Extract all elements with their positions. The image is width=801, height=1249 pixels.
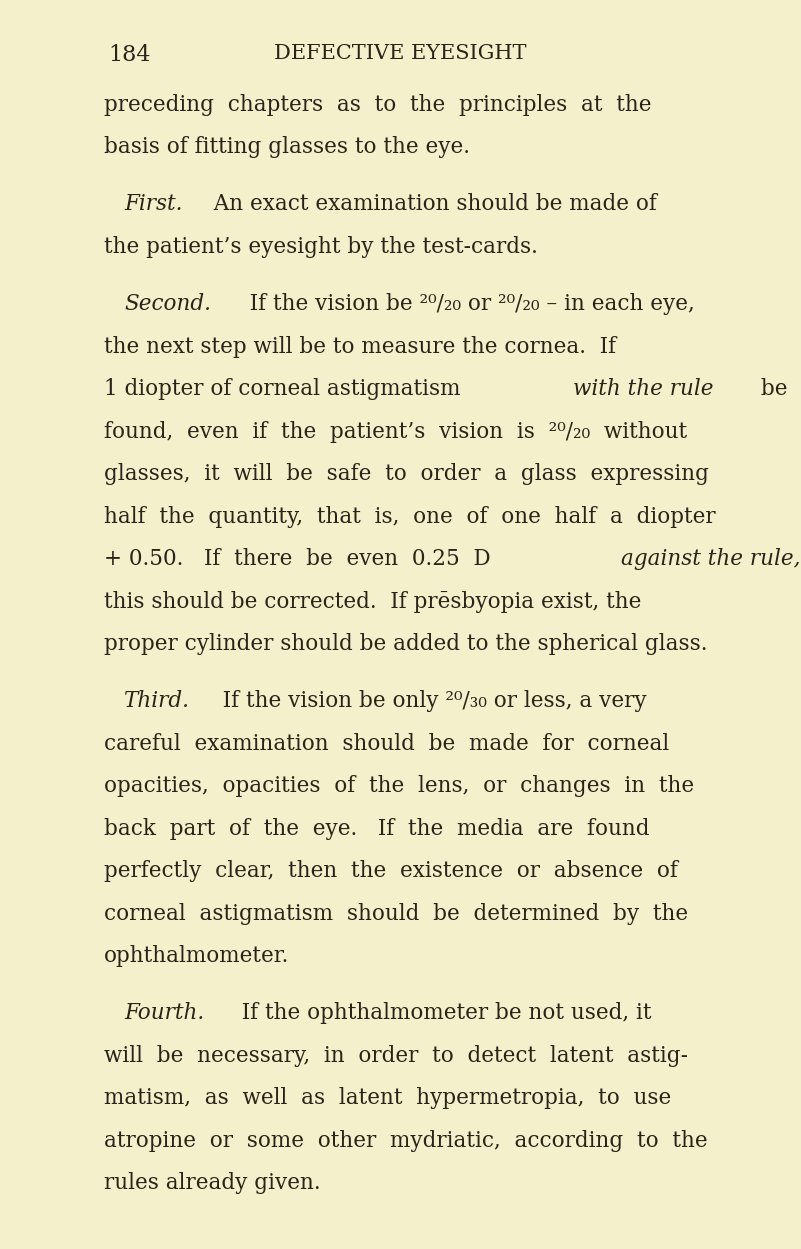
Text: atropine  or  some  other  mydriatic,  according  to  the: atropine or some other mydriatic, accord… <box>104 1130 708 1152</box>
Text: Fourth.: Fourth. <box>124 1003 204 1024</box>
Text: perfectly  clear,  then  the  existence  or  absence  of: perfectly clear, then the existence or a… <box>104 861 678 882</box>
Text: be: be <box>755 378 788 400</box>
Text: matism,  as  well  as  latent  hypermetropia,  to  use: matism, as well as latent hypermetropia,… <box>104 1088 671 1109</box>
Text: with the rule: with the rule <box>573 378 714 400</box>
Text: 1 diopter of corneal astigmatism: 1 diopter of corneal astigmatism <box>104 378 468 400</box>
Text: opacities,  opacities  of  the  lens,  or  changes  in  the: opacities, opacities of the lens, or cha… <box>104 776 694 797</box>
Text: the patient’s eyesight by the test-cards.: the patient’s eyesight by the test-cards… <box>104 236 538 259</box>
Text: preceding  chapters  as  to  the  principles  at  the: preceding chapters as to the principles … <box>104 94 652 116</box>
Text: Second.: Second. <box>124 294 211 315</box>
Text: careful  examination  should  be  made  for  corneal: careful examination should be made for c… <box>104 733 670 754</box>
Text: 184: 184 <box>108 44 151 66</box>
Text: + 0.50.   If  there  be  even  0.25  D: + 0.50. If there be even 0.25 D <box>104 548 505 570</box>
Text: corneal  astigmatism  should  be  determined  by  the: corneal astigmatism should be determined… <box>104 903 688 924</box>
Text: against the rule,: against the rule, <box>621 548 800 570</box>
Text: this should be corrected.  If prēsbyopia exist, the: this should be corrected. If prēsbyopia … <box>104 591 642 612</box>
Text: If the vision be only ²⁰/₃₀ or less, a very: If the vision be only ²⁰/₃₀ or less, a v… <box>209 691 647 712</box>
Text: An exact examination should be made of: An exact examination should be made of <box>199 194 657 216</box>
Text: ophthalmometer.: ophthalmometer. <box>104 945 289 967</box>
Text: First.: First. <box>124 194 183 216</box>
Text: If the vision be ²⁰/₂₀ or ²⁰/₂₀ – in each eye,: If the vision be ²⁰/₂₀ or ²⁰/₂₀ – in eac… <box>236 294 695 315</box>
Text: half  the  quantity,  that  is,  one  of  one  half  a  diopter: half the quantity, that is, one of one h… <box>104 506 716 527</box>
Text: proper cylinder should be added to the spherical glass.: proper cylinder should be added to the s… <box>104 633 707 654</box>
Text: Third.: Third. <box>124 691 190 712</box>
Text: found,  even  if  the  patient’s  vision  is  ²⁰/₂₀  without: found, even if the patient’s vision is ²… <box>104 421 687 442</box>
Text: basis of fitting glasses to the eye.: basis of fitting glasses to the eye. <box>104 136 470 159</box>
Text: If the ophthalmometer be not used, it: If the ophthalmometer be not used, it <box>227 1003 651 1024</box>
Text: rules already given.: rules already given. <box>104 1173 320 1194</box>
Text: will  be  necessary,  in  order  to  detect  latent  astig-: will be necessary, in order to detect la… <box>104 1045 688 1067</box>
Text: back  part  of  the  eye.   If  the  media  are  found: back part of the eye. If the media are f… <box>104 818 650 839</box>
Text: glasses,  it  will  be  safe  to  order  a  glass  expressing: glasses, it will be safe to order a glas… <box>104 463 709 485</box>
Text: the next step will be to measure the cornea.  If: the next step will be to measure the cor… <box>104 336 616 357</box>
Text: DEFECTIVE EYESIGHT: DEFECTIVE EYESIGHT <box>274 44 527 62</box>
